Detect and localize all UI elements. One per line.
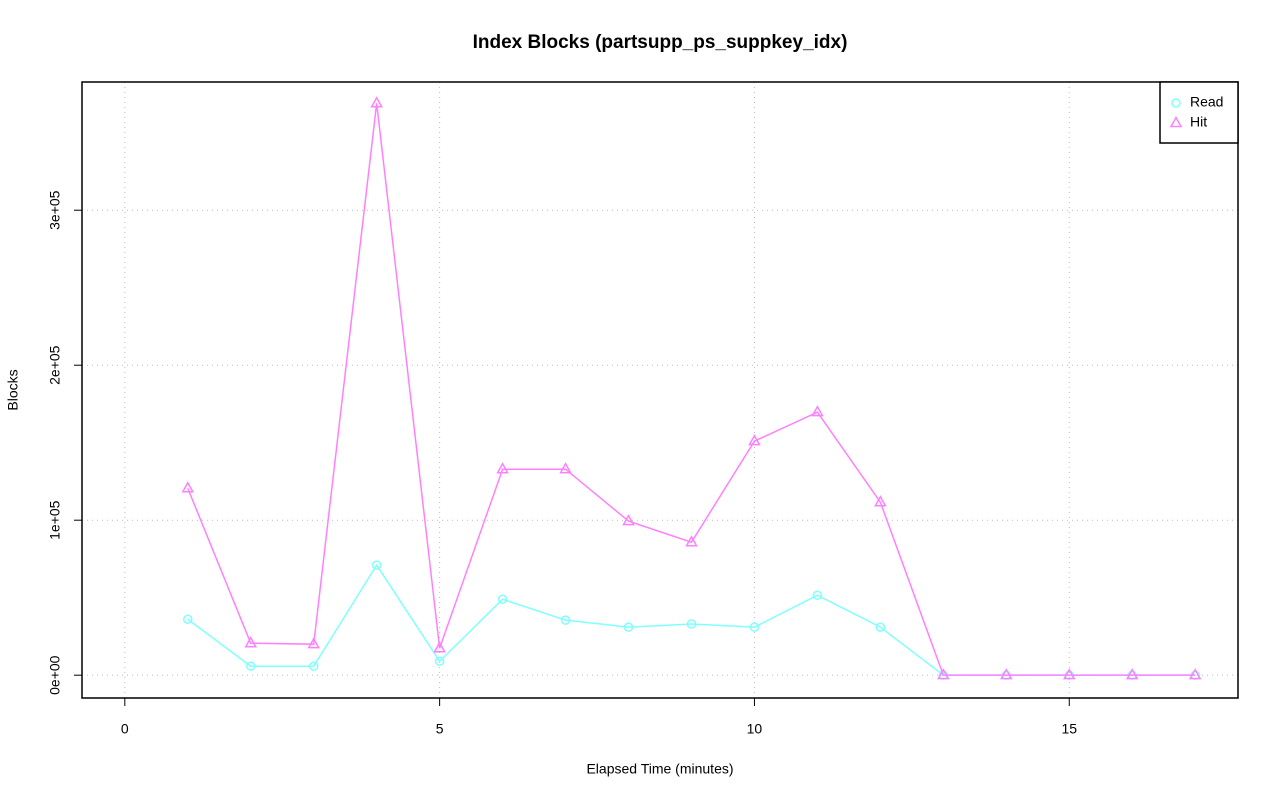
y-tick-label: 0e+00: [47, 655, 63, 695]
x-tick-label: 15: [1061, 721, 1077, 737]
point: [183, 614, 193, 624]
point: [308, 661, 319, 671]
point: [433, 641, 446, 653]
point: [686, 619, 697, 629]
point: [307, 637, 320, 649]
point: [181, 481, 195, 493]
legend-marker: [1169, 115, 1183, 128]
point: [559, 462, 572, 474]
point: [811, 405, 824, 417]
point: [434, 656, 445, 666]
legend-label: Hit: [1190, 114, 1207, 130]
point: [812, 590, 823, 600]
x-axis-label: Elapsed Time (minutes): [586, 761, 733, 777]
y-axis-label: Blocks: [5, 369, 21, 410]
point: [1062, 668, 1076, 680]
point: [1188, 668, 1202, 680]
plot-frame: [81, 81, 1239, 699]
point: [874, 495, 887, 507]
point: [371, 560, 382, 570]
legend-label: Read: [1190, 94, 1223, 110]
x-tick-label: 10: [747, 721, 763, 737]
point: [245, 661, 256, 671]
y-tick-label: 2e+05: [47, 345, 63, 385]
point: [496, 462, 509, 474]
y-tick-label: 1e+05: [47, 500, 63, 540]
point: [244, 636, 258, 648]
series-line: [187, 103, 1196, 676]
point: [685, 535, 698, 547]
x-tick-label: 0: [121, 721, 129, 737]
point: [748, 434, 761, 446]
y-tick-label: 3e+05: [47, 190, 63, 230]
point: [622, 514, 635, 526]
point: [370, 96, 383, 108]
point: [560, 615, 571, 625]
legend-marker: [1171, 98, 1181, 108]
point: [623, 622, 634, 632]
point: [1125, 668, 1139, 680]
x-tick-label: 5: [436, 721, 444, 737]
point: [937, 668, 950, 680]
chart-title: Index Blocks (partsupp_ps_suppkey_idx): [473, 32, 848, 53]
point: [875, 622, 886, 632]
legend-box: [1159, 81, 1239, 144]
point: [1000, 668, 1013, 680]
point: [749, 622, 760, 632]
point: [497, 594, 508, 604]
